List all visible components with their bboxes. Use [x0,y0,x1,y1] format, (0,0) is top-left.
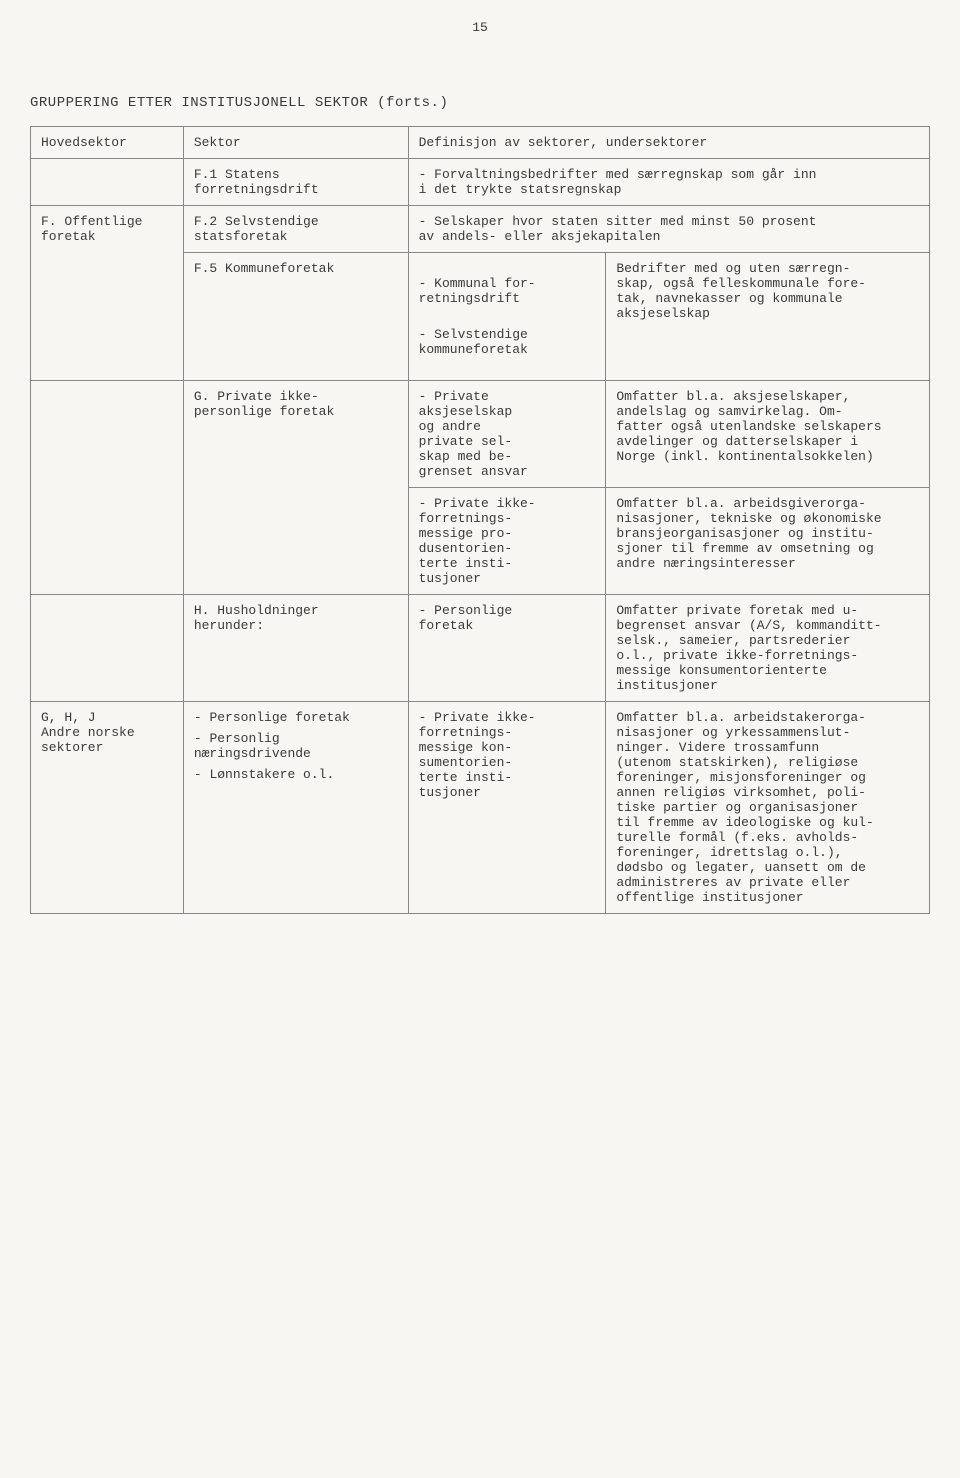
cell-def: - Private aksjeselskap og andre private … [408,381,929,595]
cell-hovedsektor [31,159,184,206]
def-left: - Private ikke- forretnings- messige kon… [409,702,607,913]
classification-table: Hovedsektor Sektor Definisjon av sektore… [30,126,930,914]
cell-def: - Personlige foretak Omfatter private fo… [408,595,929,702]
cell-sektor: F.2 Selvstendige statsforetak F.5 Kommun… [183,206,408,381]
def-left: - Personlige foretak [409,595,607,701]
table-header-row: Hovedsektor Sektor Definisjon av sektore… [31,127,930,159]
cell-def: - Forvaltningsbedrifter med særregnskap … [408,159,929,206]
header-hovedsektor: Hovedsektor [31,127,184,159]
cell-sektor: F.1 Statens forretningsdrift [183,159,408,206]
def-right: Omfatter private foretak med u- begrense… [606,595,929,701]
cell-hovedsektor: F. Offentlige foretak [31,206,184,381]
cell-sektor: G. Private ikke- personlige foretak [183,381,408,595]
list-item: Personlig næringsdrivende [194,731,398,761]
header-definisjon: Definisjon av sektorer, undersektorer [408,127,929,159]
table-row: G. Private ikke- personlige foretak - Pr… [31,381,930,595]
list-item: Lønnstakere o.l. [194,767,398,782]
sub-sektor: F.5 Kommuneforetak [184,252,408,284]
cell-sektor: H. Husholdninger herunder: [183,595,408,702]
header-sektor: Sektor [183,127,408,159]
cell-def: - Private ikke- forretnings- messige kon… [408,702,929,914]
def-left: - Private aksjeselskap og andre private … [409,381,607,487]
cell-def: - Selskaper hvor staten sitter med minst… [408,206,929,381]
cell-sektor: Personlige foretak Personlig næringsdriv… [183,702,408,914]
def-right: Omfatter bl.a. arbeidstakerorga- nisasjo… [606,702,929,913]
table-row: H. Husholdninger herunder: - Personlige … [31,595,930,702]
def-item: - Selvstendige kommuneforetak [419,327,596,357]
def-left: - Kommunal for- retningsdrift - Selvsten… [409,253,607,380]
page-title: GRUPPERING ETTER INSTITUSJONELL SEKTOR (… [30,95,930,111]
list-item: Personlige foretak [194,710,398,725]
sub-def: - Kommunal for- retningsdrift - Selvsten… [409,252,929,380]
def-right: Omfatter bl.a. arbeidsgiverorga- nisasjo… [606,488,929,594]
def-right: Bedrifter med og uten særregn- skap, ogs… [606,253,929,380]
cell-hovedsektor [31,595,184,702]
sektor-list: Personlige foretak Personlig næringsdriv… [194,710,398,782]
cell-hovedsektor: G, H, J Andre norske sektorer [31,702,184,914]
table-row: G, H, J Andre norske sektorer Personlige… [31,702,930,914]
cell-hovedsektor [31,381,184,595]
sub-sektor: F.2 Selvstendige statsforetak [184,206,408,252]
page-number: 15 [30,20,930,35]
table-row: F.1 Statens forretningsdrift - Forvaltni… [31,159,930,206]
sub-def: - Selskaper hvor staten sitter med minst… [409,206,929,252]
def-item: - Kommunal for- retningsdrift [419,276,596,306]
def-right: Omfatter bl.a. aksjeselskaper, andelslag… [606,381,929,487]
def-left: - Private ikke- forretnings- messige pro… [409,488,607,594]
table-row: F. Offentlige foretak F.2 Selvstendige s… [31,206,930,381]
